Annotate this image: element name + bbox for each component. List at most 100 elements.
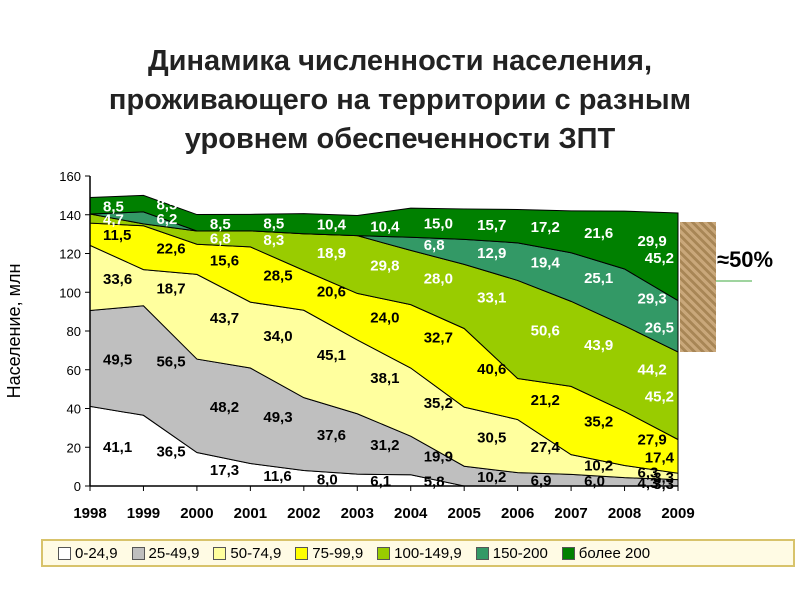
data-label: 22,6: [156, 241, 185, 258]
data-label: 15,6: [210, 252, 239, 269]
data-label: 36,5: [156, 444, 185, 461]
x-tick-label: 2005: [447, 505, 480, 522]
data-label: 38,1: [370, 370, 399, 387]
legend-item: 100-149,9: [377, 545, 462, 562]
data-label: 32,7: [424, 329, 453, 346]
data-label: 6,1: [370, 473, 391, 490]
legend-swatch: [475, 546, 489, 560]
data-label: 35,2: [584, 414, 613, 431]
chart-title: Динамика численности населения, проживаю…: [0, 42, 800, 159]
data-label: 29,9: [638, 233, 667, 250]
legend: 0-24,9 25-49,9 50-74,9 75-99,9 100-149,9 150-…: [58, 541, 664, 565]
chart-title-line-2: проживающего на территории с разным: [108, 84, 692, 116]
legend-item: 75-99,9: [295, 545, 363, 562]
data-label: 15,7: [477, 217, 506, 234]
data-label: 6,2: [156, 211, 177, 228]
data-label: 29,8: [370, 258, 399, 275]
legend-frame: [41, 539, 795, 567]
data-label: 40,6: [477, 361, 506, 378]
data-label: 8,3: [263, 232, 284, 249]
legend-label: 25-49,9: [148, 544, 200, 562]
data-label: 8,5: [263, 216, 284, 233]
data-label: 10,2: [477, 469, 506, 486]
legend-item: более 200: [561, 544, 651, 562]
legend-label: 150-200: [492, 544, 548, 562]
legend-swatch: [377, 546, 391, 560]
data-label: 8,5: [156, 197, 177, 214]
data-label: 43,9: [584, 337, 613, 354]
y-tick-label: 100: [59, 285, 81, 300]
y-tick-label: 80: [67, 324, 81, 339]
data-label: 27,9: [638, 431, 667, 448]
y-tick-label: 120: [59, 247, 81, 262]
data-label: 6,0: [584, 473, 605, 490]
data-label: 43,7: [210, 310, 239, 327]
x-tick-label: 2001: [234, 505, 267, 522]
data-label: 45,1: [317, 347, 346, 364]
data-label: 50,6: [531, 322, 560, 339]
data-label: 12,9: [477, 245, 506, 262]
data-label: 27,4: [531, 439, 561, 456]
data-label: 10,4: [317, 217, 347, 234]
legend-item: 0-24,9: [58, 545, 118, 562]
data-label: 5,8: [424, 473, 445, 490]
legend-label: более 200: [578, 544, 651, 562]
x-tick-label: 1998: [73, 505, 106, 522]
data-label: 49,5: [103, 351, 132, 368]
legend-label: 0-24,9: [75, 544, 118, 562]
x-tick-label: 2008: [608, 505, 641, 522]
data-label: 49,3: [263, 409, 292, 426]
data-label: 25,1: [584, 270, 613, 287]
legend-swatch: [131, 546, 145, 560]
data-label: 19,9: [424, 448, 453, 465]
chart-title-line-3: уровнем обеспеченности ЗПТ: [184, 123, 616, 155]
y-axis-label: Население, млн: [4, 264, 24, 399]
legend-label: 100-149,9: [394, 544, 462, 562]
area-series-7: [89, 194, 679, 302]
annotation-bracket: [680, 222, 716, 352]
y-tick-label: 40: [67, 402, 81, 417]
data-label: 3,3: [653, 469, 674, 486]
x-tick-label: 1999: [127, 505, 160, 522]
legend-item: 25-49,9: [131, 544, 200, 562]
x-tick-label: 2009: [661, 505, 694, 522]
x-tick-label: 2003: [341, 505, 374, 522]
data-label: 6,8: [424, 237, 445, 254]
data-label: 18,9: [317, 245, 346, 262]
data-label: 28,5: [263, 268, 292, 285]
data-label: 29,3: [638, 290, 667, 307]
data-label: 26,5: [645, 319, 674, 336]
data-label: 28,0: [424, 271, 453, 288]
data-label: 30,5: [477, 430, 506, 447]
data-label: 17,2: [531, 219, 560, 236]
data-label: 56,5: [156, 354, 185, 371]
data-label: 6,3: [638, 465, 659, 482]
data-label: 15,0: [424, 216, 453, 233]
data-label: 6,9: [531, 472, 552, 489]
y-tick-label: 160: [59, 169, 81, 184]
data-label: 37,6: [317, 427, 346, 444]
data-label: 44,2: [638, 362, 667, 379]
legend-item: 150-200: [475, 544, 548, 562]
y-tick-label: 20: [67, 440, 81, 455]
data-label: 21,2: [531, 392, 560, 409]
legend-label: 75-99,9: [312, 544, 364, 562]
data-label: 21,6: [584, 225, 613, 242]
data-label: 4,3: [638, 475, 659, 492]
x-tick-label: 2004: [394, 505, 428, 522]
data-label: 45,2: [645, 250, 674, 267]
data-label: 4,7: [103, 212, 124, 229]
legend-label: 50-74,9: [230, 544, 282, 562]
x-tick-label: 2002: [287, 505, 320, 522]
data-label: 35,2: [424, 395, 453, 412]
y-tick-label: 60: [67, 363, 81, 378]
data-label: 8,5: [210, 216, 231, 233]
data-label: 8,5: [103, 199, 124, 216]
data-label: 17,4: [645, 449, 675, 466]
data-label: 3,3: [653, 476, 674, 493]
legend-item: 50-74,9: [213, 545, 281, 562]
legend-swatch: [295, 546, 309, 560]
annotation-label: ≈50%: [717, 247, 774, 272]
data-label: 24,0: [370, 310, 399, 327]
